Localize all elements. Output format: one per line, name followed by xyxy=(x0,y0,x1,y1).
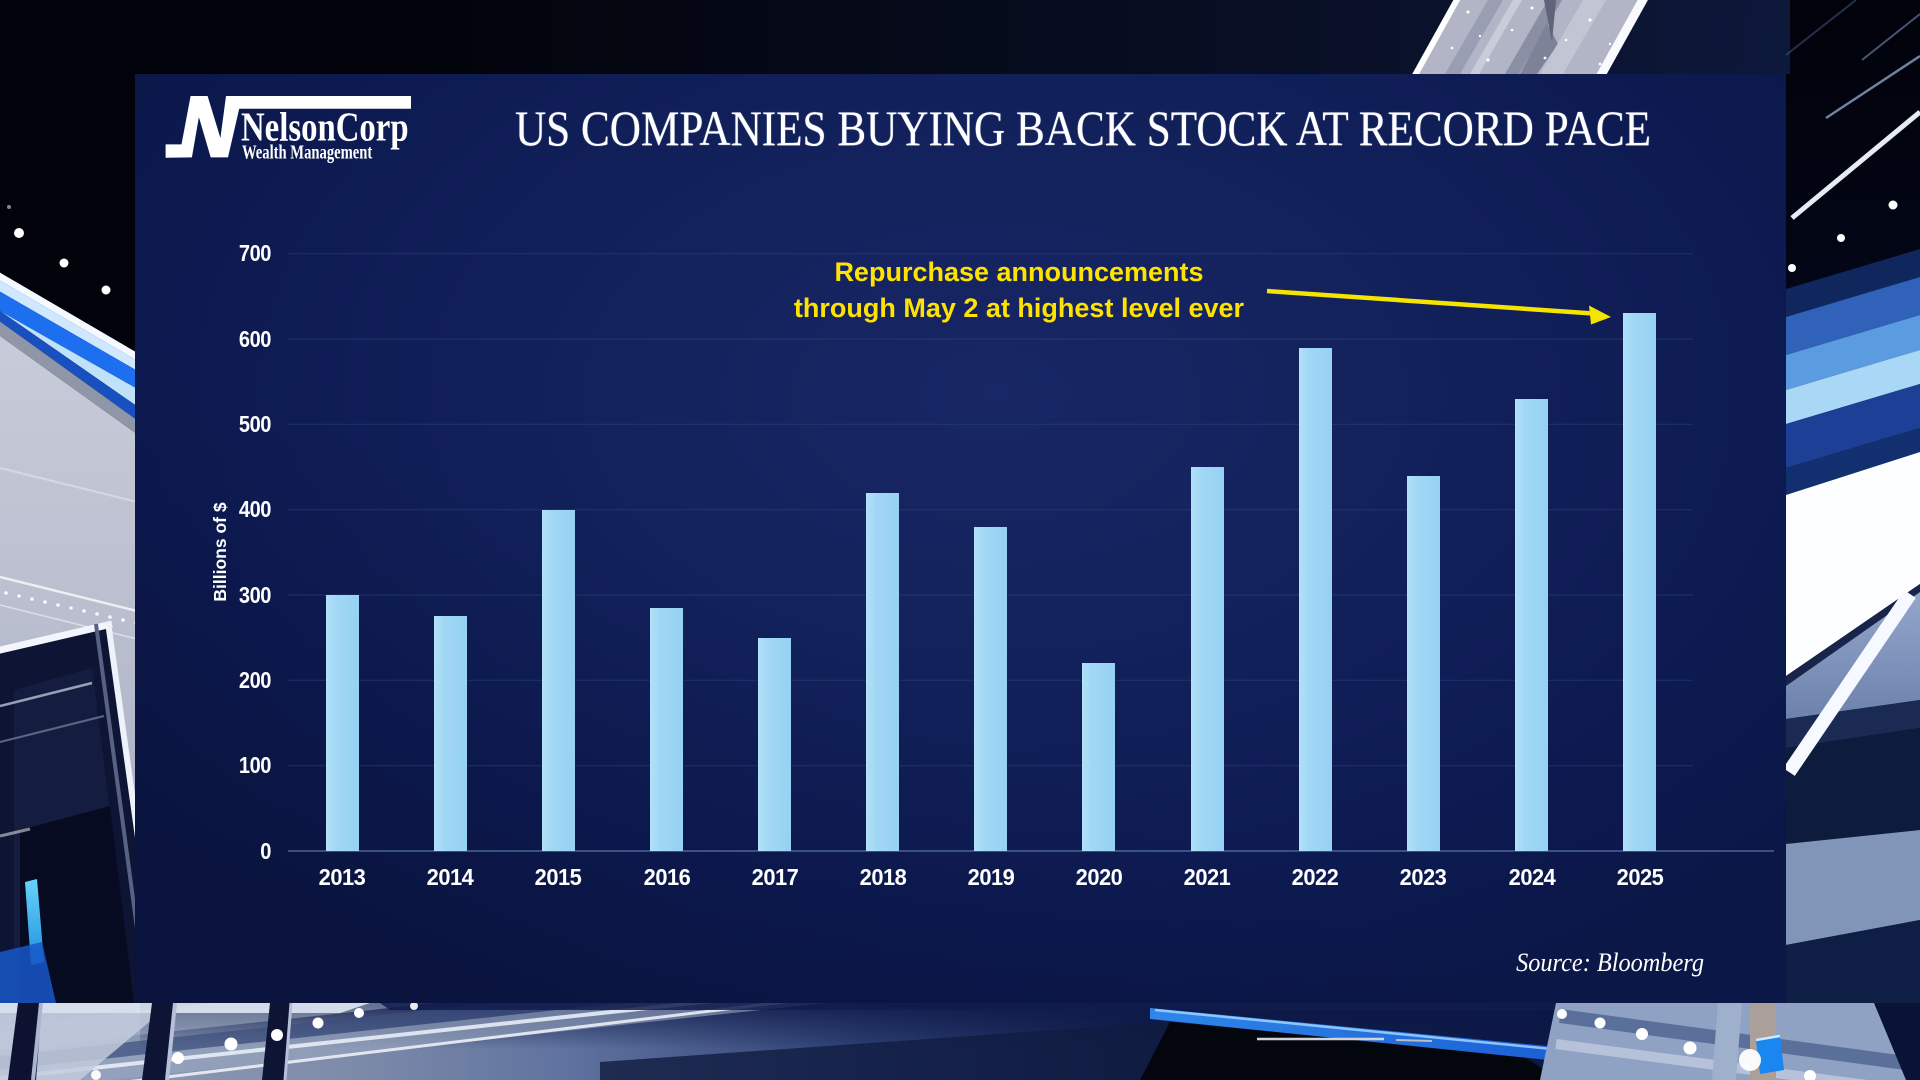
svg-text:NelsonCorp: NelsonCorp xyxy=(241,105,409,150)
svg-text:Wealth Management: Wealth Management xyxy=(242,142,372,163)
